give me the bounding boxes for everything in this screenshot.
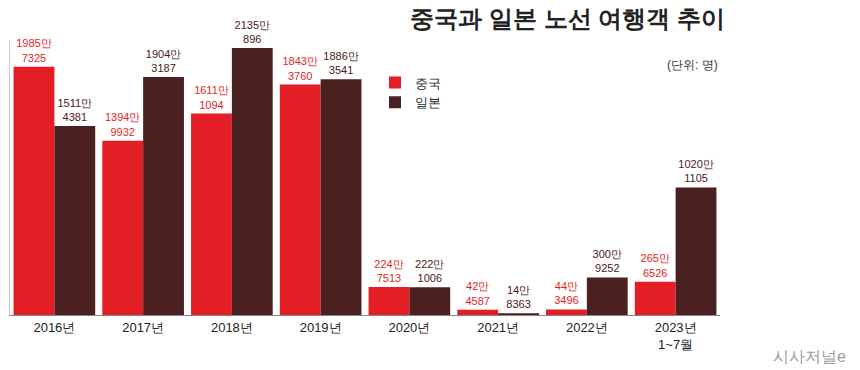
svg-text:2018년: 2018년 <box>211 320 253 335</box>
svg-text:2017년: 2017년 <box>122 320 164 335</box>
svg-text:1985만7325: 1985만7325 <box>16 37 51 63</box>
svg-text:44만3496: 44만3496 <box>554 280 578 306</box>
svg-text:2135만896: 2135만896 <box>235 19 270 45</box>
svg-text:300만9252: 300만9252 <box>593 248 622 274</box>
svg-text:224만7513: 224만7513 <box>374 258 403 284</box>
svg-text:중국과 일본 노선 여행객 추이: 중국과 일본 노선 여행객 추이 <box>410 5 725 32</box>
svg-text:중국: 중국 <box>415 76 441 91</box>
svg-text:1886만3541: 1886만3541 <box>323 50 358 76</box>
svg-text:2021년: 2021년 <box>477 320 519 335</box>
svg-text:시사저널e: 시사저널e <box>773 348 846 365</box>
svg-text:1843만3760: 1843만3760 <box>282 55 317 81</box>
svg-text:1394만9932: 1394만9932 <box>105 111 140 137</box>
svg-text:1020만1105: 1020만1105 <box>678 158 713 184</box>
svg-text:265만6526: 265만6526 <box>641 252 670 278</box>
svg-text:2019년: 2019년 <box>300 320 342 335</box>
svg-text:222만1006: 222만1006 <box>415 258 444 284</box>
svg-text:42만4587: 42만4587 <box>465 280 489 306</box>
svg-text:1511만4381: 1511만4381 <box>57 97 92 123</box>
svg-text:2023년1~7월: 2023년1~7월 <box>655 320 697 352</box>
svg-text:14만8363: 14만8363 <box>506 284 530 310</box>
svg-text:2022년: 2022년 <box>566 320 608 335</box>
svg-text:2016년: 2016년 <box>33 320 75 335</box>
svg-text:(단위: 명): (단위: 명) <box>667 58 718 72</box>
svg-text:1611만1094: 1611만1094 <box>194 84 229 110</box>
svg-text:2020년: 2020년 <box>388 320 430 335</box>
svg-text:일본: 일본 <box>415 95 441 110</box>
svg-text:1904만3187: 1904만3187 <box>146 48 181 74</box>
